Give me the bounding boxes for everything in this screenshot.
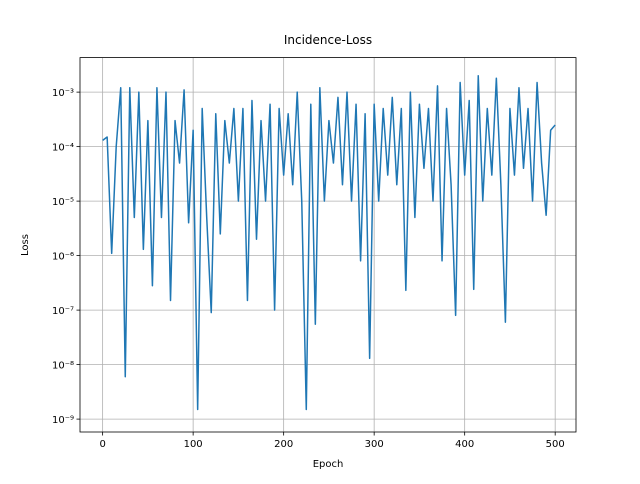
y-tick-label: 10⁻⁷ (52, 306, 74, 317)
x-tick-label: 400 (455, 439, 474, 450)
y-tick-label: 10⁻⁸ (52, 361, 74, 372)
y-tick-label: 10⁻⁶ (52, 252, 74, 263)
y-tick-label: 10⁻³ (52, 88, 74, 99)
x-tick-label: 0 (99, 439, 105, 450)
y-tick-label: 10⁻⁵ (52, 197, 74, 208)
x-tick-label: 500 (546, 439, 565, 450)
x-axis-label: Epoch (313, 459, 344, 470)
data-line (102, 74, 556, 411)
y-axis-label: Loss (20, 234, 31, 256)
x-tick-label: 300 (365, 439, 384, 450)
y-tick-label: 10⁻⁹ (52, 415, 74, 426)
y-tick-label: 10⁻⁴ (52, 143, 74, 154)
chart-title: Incidence-Loss (284, 33, 372, 47)
x-tick-label: 100 (184, 439, 203, 450)
axes-frame (79, 57, 577, 433)
x-tick-label: 200 (274, 439, 293, 450)
